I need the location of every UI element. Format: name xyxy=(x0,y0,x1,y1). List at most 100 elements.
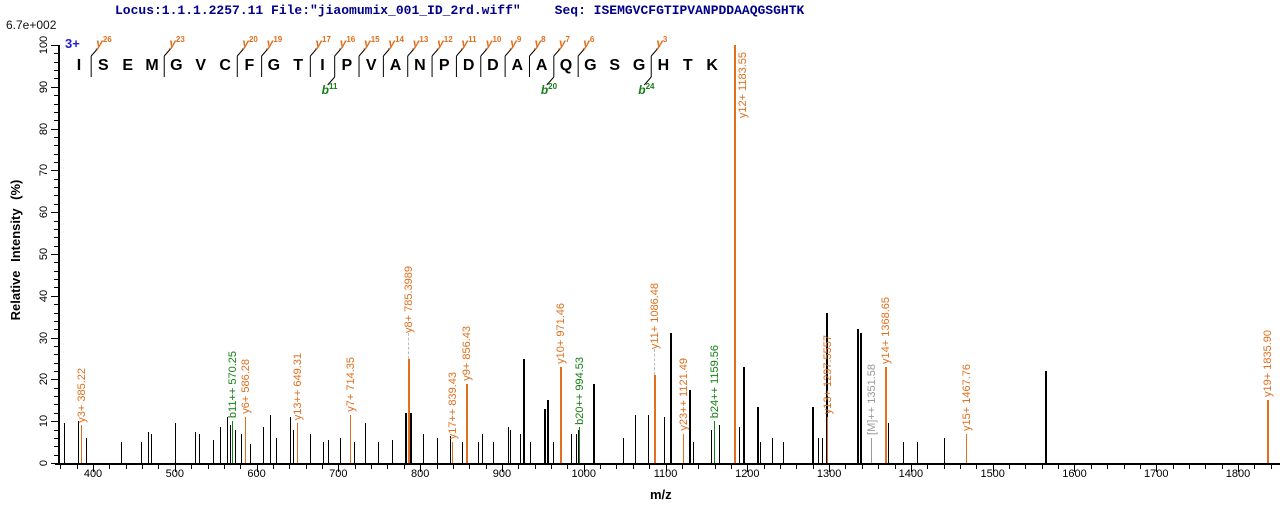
x-tick xyxy=(600,465,602,469)
y-tick xyxy=(51,421,58,423)
b-ion-label: b24 xyxy=(638,82,655,97)
spectrum-peak xyxy=(733,45,736,463)
spectrum-peak xyxy=(917,442,919,463)
spectrum-peak xyxy=(739,427,741,463)
residue-letter: T xyxy=(293,57,304,74)
x-tick xyxy=(240,465,242,469)
y-tick xyxy=(54,345,58,347)
residue-letter: F xyxy=(244,57,255,74)
y-axis-title: Relative Intensity (%) xyxy=(8,179,23,321)
y-tick xyxy=(54,279,58,281)
x-tick-label: 1100 xyxy=(653,468,678,480)
header-sequence: Seq: ISEMGVCFGTIPVANPDDAAQGSGHTK xyxy=(554,3,805,18)
y-tick xyxy=(54,312,58,314)
spectrum-peak xyxy=(232,421,234,463)
x-tick xyxy=(583,465,585,472)
residue-letter: G xyxy=(584,57,597,74)
x-tick xyxy=(1254,465,1256,469)
y-tick xyxy=(54,53,58,55)
spectrum-peak xyxy=(340,437,341,463)
spectrum-peak xyxy=(635,414,637,463)
y-tick xyxy=(54,304,58,306)
y-tick xyxy=(51,295,58,297)
y-ion-label: y3 xyxy=(656,35,668,50)
x-tick-label: 1500 xyxy=(980,468,1005,480)
spectrum-peak xyxy=(235,429,237,463)
y-tick-label: 10 xyxy=(38,415,50,428)
x-tick xyxy=(894,465,896,469)
spectrum-peak xyxy=(120,442,122,463)
x-tick xyxy=(142,465,144,469)
y-tick xyxy=(54,412,58,414)
y-tick-label: 50 xyxy=(38,247,50,261)
peak-label: y9+ 856.43 xyxy=(461,325,474,381)
spectrum-peak xyxy=(592,383,595,463)
residue-letter: V xyxy=(365,57,377,74)
spectrum-peak xyxy=(327,440,329,463)
spectrum-peak xyxy=(478,442,480,463)
x-tick xyxy=(976,465,978,469)
peak-label: [M]++ 1351.58 xyxy=(866,363,879,435)
y-tick-label: 0 xyxy=(38,459,50,467)
x-tick xyxy=(1238,465,1240,472)
x-tick xyxy=(551,465,553,469)
x-tick xyxy=(518,465,520,469)
y-tick-label: 60 xyxy=(38,206,50,219)
x-tick-label: 700 xyxy=(329,468,348,480)
spectrum-peak xyxy=(944,437,946,463)
y-tick-label: 80 xyxy=(38,122,50,135)
spectrum-peak xyxy=(293,429,295,463)
y-tick xyxy=(51,128,58,130)
y-ion-label: y11 xyxy=(461,35,477,50)
spectrum-peak xyxy=(523,358,526,463)
spectrum-peak xyxy=(410,412,413,463)
residue-letter: D xyxy=(462,57,475,74)
residue-letter: G xyxy=(267,57,281,74)
spectrum-peak xyxy=(213,440,215,463)
spectrum-peak xyxy=(529,442,531,463)
x-tick xyxy=(1172,465,1174,469)
spectrum-peak xyxy=(198,433,200,463)
x-tick-label: 800 xyxy=(410,468,430,480)
peak-label: y14+ 1368.65 xyxy=(880,296,893,364)
y-tick xyxy=(54,228,58,230)
y-ion-label: y10 xyxy=(485,35,502,50)
spectrum-peak xyxy=(151,433,153,463)
peak-label: y13++ 649.31 xyxy=(291,353,304,421)
spectrum-peak xyxy=(461,442,463,463)
residue-letter: M xyxy=(145,57,159,74)
x-axis-title: m/z xyxy=(650,487,672,502)
spectrum-peak xyxy=(966,433,968,463)
spectrum-peak xyxy=(757,406,760,463)
peak-label: y8+ 785.3989 xyxy=(403,265,416,333)
y-tick xyxy=(54,153,58,155)
y-tick xyxy=(51,254,58,255)
peak-label: y7+ 714.35 xyxy=(345,357,358,412)
x-tick-label: 1000 xyxy=(571,468,596,480)
x-tick xyxy=(812,465,814,469)
x-tick xyxy=(191,465,193,469)
x-tick xyxy=(910,465,912,472)
x-tick xyxy=(763,465,765,469)
peak-label: b11++ 570.25 xyxy=(227,351,240,419)
x-tick xyxy=(1139,465,1141,469)
y-tick xyxy=(54,437,58,439)
x-tick xyxy=(861,465,863,469)
x-tick-label: 1400 xyxy=(898,468,924,480)
y-tick xyxy=(54,95,58,97)
peak-label: y13+ 1297.5557 xyxy=(822,334,835,415)
spectrum-peak xyxy=(622,437,624,463)
spectrum-peak xyxy=(78,421,80,463)
spectrum-peak xyxy=(783,442,785,463)
residue-letter: A xyxy=(389,57,402,74)
spectrum-peak xyxy=(579,427,581,463)
spectrum-peak xyxy=(174,423,176,463)
x-tick xyxy=(223,465,225,469)
y-tick xyxy=(51,45,58,46)
x-tick xyxy=(780,465,782,469)
y-tick xyxy=(54,446,58,448)
x-tick xyxy=(1074,465,1076,472)
spectrum-peak xyxy=(771,437,773,463)
x-tick xyxy=(632,465,634,469)
